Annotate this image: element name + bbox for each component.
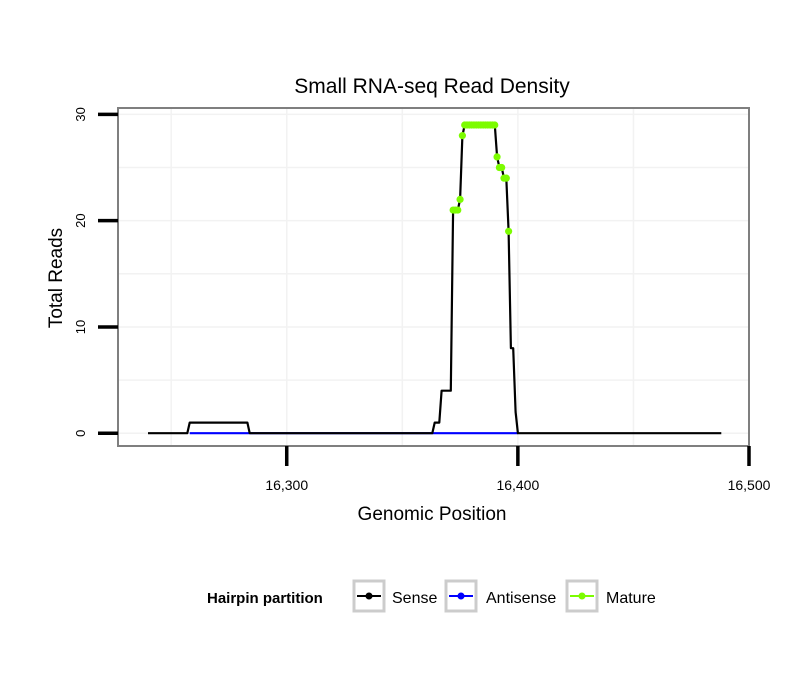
series-point-mature [456, 195, 464, 204]
series-line-sense [148, 123, 722, 435]
series-point-mature [498, 163, 506, 172]
axes: 0 10 20 30 16,300 16,400 16,500 [73, 107, 771, 493]
legend-label-antisense: Antisense [486, 590, 556, 607]
legend: Hairpin partition Sense Antisense Mature [207, 579, 656, 613]
series-point-mature [454, 206, 462, 214]
y-tick-label: 20 [73, 213, 88, 227]
legend-title: Hairpin partition [207, 590, 323, 607]
x-tick-label: 16,500 [728, 477, 771, 493]
legend-marker-mature [578, 592, 586, 600]
x-tick-label: 16,400 [496, 477, 539, 493]
series-layer [148, 121, 722, 435]
y-axis-label: Total Reads [46, 228, 67, 328]
series-point-mature [502, 174, 510, 182]
grid [118, 108, 750, 446]
legend-marker-antisense [457, 592, 465, 600]
y-tick-label: 10 [73, 320, 88, 334]
series-point-mature [491, 121, 499, 129]
series-point-mature [505, 227, 513, 235]
legend-marker-sense [365, 592, 373, 600]
series-point-mature [458, 132, 466, 140]
chart-title: Small RNA-seq Read Density [294, 75, 570, 98]
legend-label-mature: Mature [606, 590, 656, 607]
y-tick-label: 0 [73, 430, 88, 437]
plot-panel [118, 108, 749, 446]
series-point-mature [493, 153, 501, 161]
plot-border [117, 107, 750, 447]
y-tick-label: 30 [73, 107, 88, 121]
x-tick-label: 16,300 [265, 477, 308, 493]
x-axis-label: Genomic Position [358, 504, 507, 525]
legend-label-sense: Sense [392, 590, 437, 607]
